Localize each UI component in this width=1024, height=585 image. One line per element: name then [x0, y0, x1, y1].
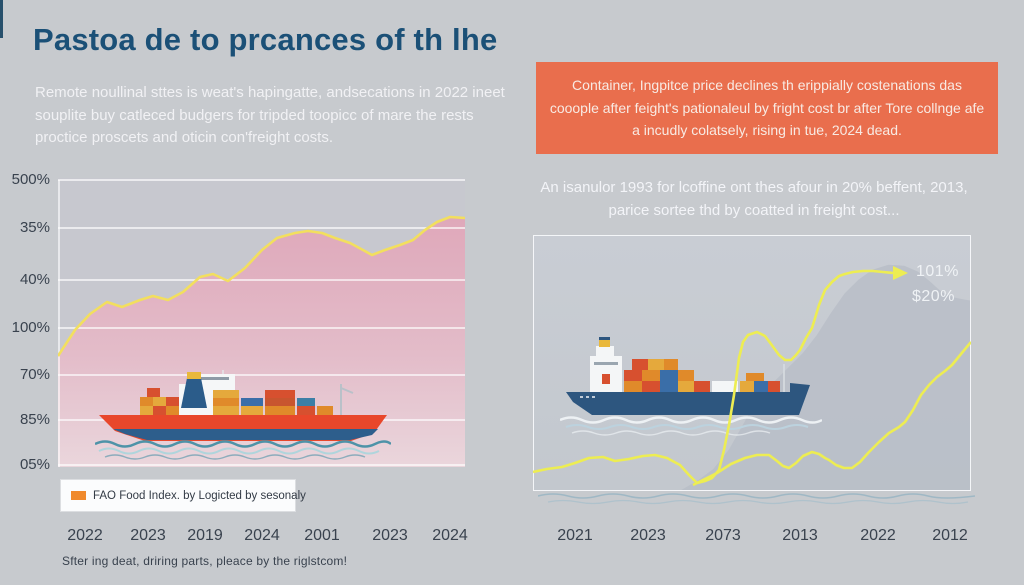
- annotation-value: 101%: [916, 263, 959, 280]
- y-tick: 500%: [11, 171, 50, 188]
- y-tick: 40%: [19, 271, 50, 288]
- y-tick: 35%: [19, 219, 50, 236]
- callout-text: Container, Ingpitce price declines th er…: [549, 77, 985, 139]
- y-tick: 05%: [19, 456, 50, 473]
- legend: FAO Food Index. by Logicted by sesonaly: [60, 479, 306, 512]
- right-intro-paragraph: An isanulor 1993 for lcoffine ont thes a…: [540, 179, 968, 220]
- x-tick: 2023: [372, 527, 408, 544]
- x-tick: 2023: [630, 527, 666, 544]
- annotation-value: $20%: [912, 288, 955, 305]
- x-tick: 2024: [244, 527, 280, 544]
- page-title: Pastoa de to prcances of th lhe: [33, 22, 498, 57]
- legend-swatch-icon: [71, 491, 86, 500]
- y-tick: 85%: [19, 411, 50, 428]
- legend-label: FAO Food Index. by Logicted by sesonaly: [93, 489, 306, 502]
- intro-paragraph: Remote noullinal sttes is weat's hapinga…: [35, 84, 505, 146]
- x-tick: 2024: [432, 527, 468, 544]
- x-tick: 2073: [705, 527, 741, 544]
- footer-note: Sfter ing deat, driring parts, pleace by…: [62, 554, 348, 568]
- x-tick: 2021: [557, 527, 593, 544]
- cargo-ship-right: [560, 336, 822, 438]
- x-tick: 2019: [187, 527, 223, 544]
- callout-box: Container, Ingpitce price declines th er…: [536, 62, 998, 154]
- x-tick: 2022: [860, 527, 896, 544]
- x-tick: 2023: [130, 527, 166, 544]
- cargo-ship-right-icon: [560, 337, 822, 436]
- x-tick: 2013: [782, 527, 818, 544]
- yellow-line-series: [58, 215, 465, 357]
- cargo-ship-left-icon: [95, 370, 391, 460]
- x-tick: 2022: [67, 527, 103, 544]
- bottom-waves-decoration: [538, 490, 975, 508]
- y-tick: 70%: [19, 366, 50, 383]
- x-tick: 2001: [304, 527, 340, 544]
- y-tick: 100%: [11, 319, 50, 336]
- x-tick: 2012: [932, 527, 968, 544]
- edge-accent-strip: [0, 0, 3, 38]
- cargo-ship-left: [95, 368, 391, 460]
